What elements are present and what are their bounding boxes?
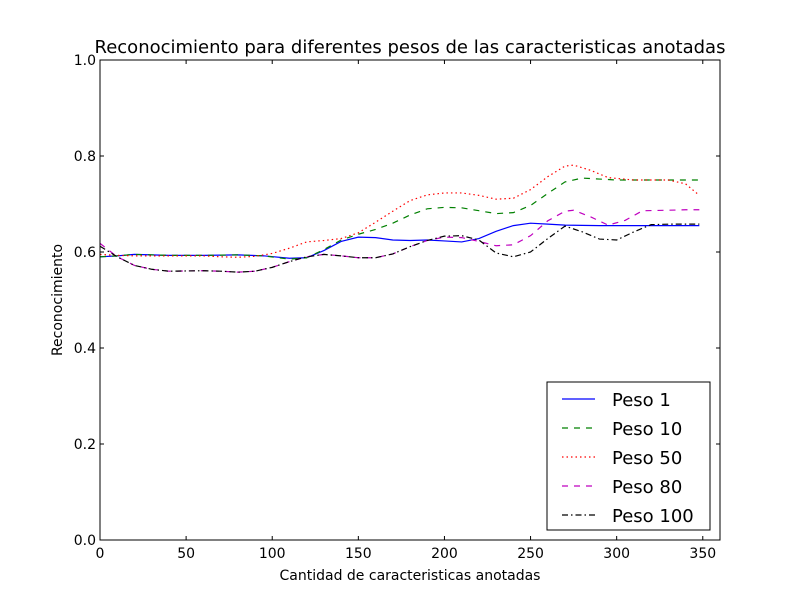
x-tick-label: 350 [689, 546, 716, 562]
y-tick-label: 0.6 [74, 245, 96, 261]
y-tick-label: 0.2 [74, 437, 96, 453]
y-axis-label: Reconocimiento [50, 244, 66, 356]
y-tick-label: 0.4 [74, 341, 96, 357]
chart-title: Reconocimiento para diferentes pesos de … [95, 37, 726, 58]
plot-frame [99, 59, 721, 541]
x-tick-label: 50 [177, 546, 195, 562]
series-line-3 [99, 164, 700, 258]
x-tick-label: 250 [517, 546, 544, 562]
tick-layer: 0 50 100 150 200 250 300 350 0.0 0.2 0.4 0.6 0.8 1.0 [74, 53, 720, 562]
series-line-4 [99, 209, 700, 273]
x-tick-label: 0 [96, 546, 105, 562]
y-tick-label: 0.8 [74, 149, 96, 165]
y-tick-label: 1.0 [74, 53, 96, 69]
y-tick-label: 0.0 [74, 533, 96, 549]
plot-area: 0 50 100 150 200 250 300 350 0.0 0.2 0.4 0.6 0.8 1.0 [74, 53, 721, 562]
legend-box [546, 381, 711, 531]
series-line-2 [99, 177, 700, 260]
series-line-5 [99, 223, 700, 273]
legend-label: Peso 10 [612, 419, 682, 440]
legend-label: Peso 100 [612, 506, 694, 527]
legend: Peso 1 Peso 10 Peso 50 Peso 80 Peso 100 [546, 381, 711, 531]
legend-label: Peso 50 [612, 448, 682, 469]
series-line-1 [99, 222, 700, 259]
x-axis-label: Cantidad de caracteristicas anotadas [280, 568, 541, 584]
x-tick-label: 200 [431, 546, 458, 562]
x-tick-label: 100 [259, 546, 286, 562]
legend-label: Peso 80 [612, 477, 682, 498]
series-layer [99, 164, 700, 273]
x-tick-label: 300 [603, 546, 630, 562]
legend-label: Peso 1 [612, 390, 671, 411]
x-tick-label: 150 [345, 546, 372, 562]
